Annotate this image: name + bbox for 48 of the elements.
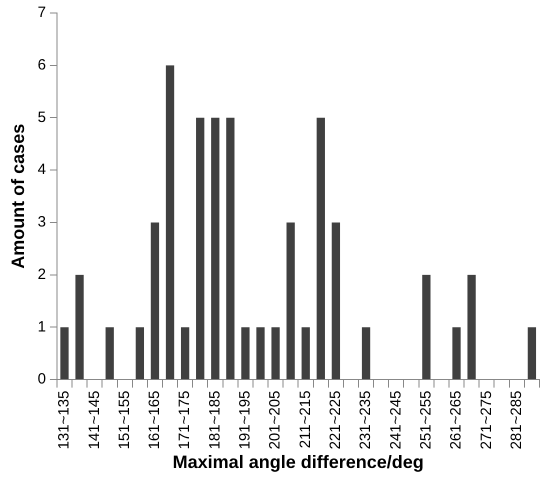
bar [166, 65, 174, 380]
bar [150, 222, 160, 380]
x-tick-label: 261~265 [448, 390, 465, 450]
x-tick-label: 231~235 [357, 390, 374, 450]
x-tick-label: 251~255 [418, 390, 434, 450]
bar [271, 327, 280, 380]
bar [196, 118, 204, 380]
bar [60, 327, 69, 380]
x-tick-label: 191~195 [236, 390, 254, 450]
bar [302, 327, 310, 380]
y-tick-label: 5 [38, 108, 46, 126]
y-tick-label: 4 [38, 161, 46, 178]
y-tick-label: 2 [38, 266, 46, 283]
bar [362, 327, 370, 380]
bar [452, 327, 461, 380]
bar [528, 327, 536, 380]
bar [286, 222, 295, 380]
bar [422, 274, 431, 380]
bar [136, 327, 144, 380]
x-tick-label: 181~185 [206, 390, 224, 450]
y-tick-label: 1 [38, 318, 46, 336]
x-tick-label: 131~135 [56, 390, 73, 450]
x-tick-label: 161~165 [146, 390, 164, 450]
y-tick-label: 6 [38, 56, 46, 74]
bar [75, 274, 84, 380]
bar [332, 222, 340, 380]
bar [256, 327, 265, 380]
x-tick-label: 221~225 [327, 390, 344, 450]
bar [180, 327, 190, 380]
x-axis-title: Maximal angle difference/deg [172, 452, 424, 472]
y-tick-label: 0 [38, 370, 46, 388]
y-axis-title: Amount of cases [8, 124, 28, 269]
bar [106, 327, 114, 380]
y-tick-label: 3 [38, 214, 46, 231]
x-tick-label: 271~275 [478, 390, 495, 450]
x-tick-label: 171~175 [176, 390, 194, 450]
bar [226, 118, 234, 380]
x-tick-label: 211~215 [296, 390, 314, 448]
x-tick-label: 141~145 [86, 390, 103, 450]
x-tick-label: 201~205 [266, 390, 284, 450]
bar [241, 327, 250, 380]
bar [211, 118, 220, 380]
x-tick-label: 151~155 [116, 390, 133, 450]
x-tick-label: 241~245 [387, 390, 404, 450]
y-tick-label: 7 [38, 4, 46, 22]
bar [316, 118, 325, 380]
x-tick-label: 281~285 [508, 390, 525, 450]
bar [467, 274, 476, 380]
